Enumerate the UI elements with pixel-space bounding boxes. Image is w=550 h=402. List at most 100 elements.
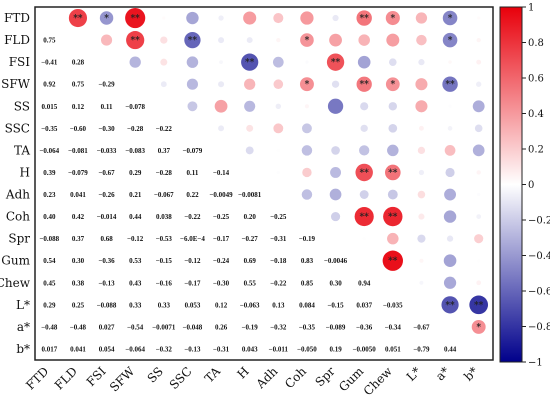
significance-mark: * [390,80,395,90]
corr-value-SS-FTD: 0.015 [41,103,57,111]
y-tick-Coh: Coh [6,210,30,224]
significance-mark: ** [130,14,140,24]
corr-value-Spr-H: −0.27 [242,235,259,243]
corr-value-TA-SS: 0.37 [158,147,171,155]
corr-circle-H-a* [445,167,455,178]
corr-circle-Spr-a* [446,235,454,242]
corr-circle-SS-L* [415,100,428,113]
corr-value-Gum-FLD: 0.30 [72,257,85,265]
corr-value-Chew-H: 0.55 [244,279,257,287]
colorbar-tick-label: 0.2 [528,145,544,156]
corr-circle-SSC-b* [474,124,483,133]
corr-circle-FTD-a* [442,10,458,26]
corr-circle-TA-H [245,146,254,155]
corr-value-b*-TA: −0.31 [213,345,230,353]
corr-circle-FSI-Gum [357,55,371,69]
corr-value-Gum-SFW: 0.53 [129,257,142,265]
corr-circle-H-b* [476,170,481,175]
corr-value-Gum-SS: −0.15 [156,257,173,265]
corr-circle-SSC-Gum [360,124,368,132]
corr-circle-SS-Spr [327,98,344,114]
significance-mark: * [476,323,481,333]
corr-circle-FSI-b* [476,59,482,65]
significance-mark: * [390,14,395,24]
corr-value-Chew-Adh: −0.22 [270,279,287,287]
corr-value-a*-Spr: −0.089 [326,323,346,331]
y-tick-Chew: Chew [0,276,31,290]
corr-value-a*-SSC: −0.048 [183,323,203,331]
corr-value-Coh-TA: −0.25 [213,213,230,221]
corr-value-L*-FLD: 0.25 [72,301,85,309]
corr-circle-SFW-Chew [385,77,400,92]
corr-value-L*-H: −0.063 [240,301,260,309]
corr-circle-FSI-a* [448,60,452,64]
y-tick-TA: TA [14,143,30,157]
corr-circle-FTD-Chew [385,10,400,26]
corr-value-Gum-FTD: 0.54 [43,257,56,265]
corr-value-a*-FSI: 0.027 [99,323,115,331]
corr-circle-Adh-a* [444,188,457,201]
x-tick-SSC: SSC [167,364,195,392]
x-tick-Adh: Adh [253,364,281,392]
corr-value-Coh-Adh: −0.25 [270,213,287,221]
y-tick-a*: a* [17,320,30,334]
corr-value-Chew-FLD: 0.38 [72,279,85,287]
corr-value-H-SS: −0.28 [156,169,173,177]
corr-circle-FTD-SS [162,16,166,20]
corr-circle-FTD-H [243,11,257,25]
corr-value-SSC-SS: −0.22 [156,125,173,133]
corr-value-Chew-Coh: 0.85 [301,279,314,287]
corr-circle-SS-Coh [304,104,309,109]
corr-circle-L*-b* [469,295,489,315]
corr-value-Gum-SSC: −0.12 [184,257,201,265]
y-tick-labels: FTD FLD FSI SFW SS SSC TA H Adh Coh Spr Gum Chew L* a*… [0,11,31,356]
corr-circle-FSI-SFW [129,56,141,68]
x-tick-SFW: SFW [107,364,138,395]
colorbar-tick-label: −0.4 [528,251,550,262]
corr-circle-FSI-Chew [389,58,397,66]
corr-circle-SS-Chew [388,102,398,111]
corr-circle-FLD-Coh [300,33,314,47]
y-tick-H: H [20,165,30,179]
colorbar-tick-label: −0.6 [528,287,550,298]
corr-value-L*-Coh: 0.084 [299,301,315,309]
significance-mark: * [305,36,310,46]
corr-value-Spr-SS: −0.53 [156,235,173,243]
colorbar-tick-label: −0.2 [528,216,550,227]
y-tick-FSI: FSI [9,55,31,69]
corr-circle-FSI-SSC [186,56,199,68]
corr-value-SFW-FLD: 0.75 [72,81,85,89]
corr-circle-FLD-H [246,37,253,44]
corr-circle-TA-b* [472,144,485,157]
corr-value-L*-Spr: −0.15 [327,301,344,309]
corr-circle-Coh-b* [476,214,482,219]
x-tick-L*: L* [404,364,424,384]
corr-value-Chew-FTD: 0.45 [43,279,56,287]
corr-value-FLD-FTD: 0.75 [43,37,56,45]
corr-value-b*-Gum: −0.0050 [353,345,377,353]
corr-circle-SFW-Coh [299,77,314,92]
y-tick-L*: L* [16,298,30,312]
corr-circle-FSI-TA [219,60,223,65]
y-tick-SS: SS [14,99,30,113]
significance-mark: ** [359,14,369,24]
corr-circle-Adh-Coh [301,189,313,200]
x-tick-FSI: FSI [84,364,109,389]
corr-value-Coh-SFW: 0.44 [129,213,142,221]
significance-mark: ** [331,58,341,68]
corr-value-a*-Gum: −0.36 [356,323,373,331]
x-tick-Coh: Coh [282,364,309,391]
corr-value-H-FLD: −0.079 [68,169,88,177]
corr-value-Gum-Coh: 0.83 [301,257,314,265]
corr-circle-FLD-L* [416,34,427,46]
corr-value-L*-FSI: −0.088 [97,301,117,309]
x-tick-FLD: FLD [52,364,80,392]
significance-mark: * [448,14,453,24]
corr-value-Gum-TA: −0.24 [213,257,230,265]
corr-circle-TA-a* [444,145,456,156]
corr-circle-FTD-L* [415,12,428,24]
corr-circle-Gum-L* [419,258,424,263]
corr-circle-SSC-TA [218,125,225,132]
corr-circle-Adh-b* [477,192,481,197]
corr-value-Adh-TA: −0.0049 [209,191,233,199]
